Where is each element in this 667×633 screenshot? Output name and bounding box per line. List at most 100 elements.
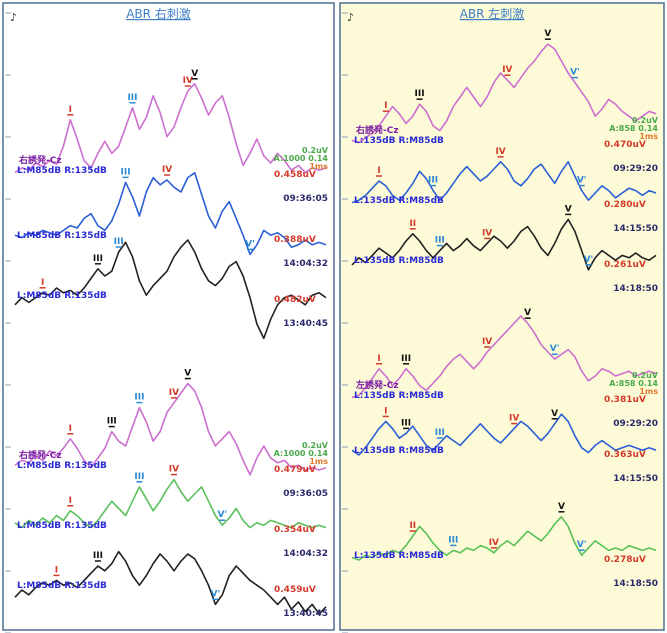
scale-meta: 0.2uV <box>632 116 659 125</box>
peak-label: III <box>121 167 131 177</box>
timestamp-label: 09:36:05 <box>283 194 328 204</box>
peak-label: V <box>558 502 565 512</box>
trace-label: L:135dB R:M85dB <box>354 446 444 456</box>
peak-label: V <box>551 409 558 419</box>
scale-meta: 0.2uV <box>302 146 329 155</box>
peak-label: III <box>127 93 137 103</box>
waveform-trace <box>351 413 657 456</box>
peak-label: V' <box>577 540 587 550</box>
peak-label: V <box>191 69 198 79</box>
amplitude-readout: 0.459uV <box>274 585 316 595</box>
trace-label: L:M85dB R:135dB <box>17 291 107 301</box>
trace-label: L:135dB R:M85dB <box>354 551 444 561</box>
timestamp-label: 09:29:20 <box>613 164 658 174</box>
peak-label: V <box>184 369 191 379</box>
panel-title: ABR 左刺激 <box>460 6 525 21</box>
trace-label: L:135dB R:M85dB <box>354 136 444 146</box>
peak-label: III <box>107 417 117 427</box>
peak-label: II <box>409 521 416 531</box>
timestamp-label: 14:15:50 <box>613 474 658 484</box>
peak-label: III <box>415 89 425 99</box>
scale-meta: 1ms <box>309 162 328 171</box>
amplitude-readout: 0.278uV <box>604 555 646 565</box>
peak-label: V' <box>245 239 255 249</box>
scale-meta: 1ms <box>639 387 658 396</box>
panel-title: ABR 右刺激 <box>126 6 191 21</box>
amplitude-readout: 0.261uV <box>604 260 646 270</box>
peak-label: IV <box>162 165 172 175</box>
waveform-trace <box>14 382 327 476</box>
amplitude-readout: 0.388uV <box>274 235 316 245</box>
amplitude-readout: 0.482uV <box>274 295 316 305</box>
peak-label: III <box>448 535 458 545</box>
peak-label: V' <box>584 255 594 265</box>
peak-label: I <box>55 565 58 575</box>
amplitude-readout: 0.280uV <box>604 200 646 210</box>
peak-label: V <box>544 29 551 39</box>
waveform-trace <box>14 550 327 615</box>
peak-label: IV <box>509 414 519 424</box>
timestamp-label: 14:15:50 <box>613 224 658 234</box>
amplitude-readout: 0.354uV <box>274 525 316 535</box>
scale-meta: 0.2uV <box>632 371 659 380</box>
scale-meta: 1ms <box>639 132 658 141</box>
amplitude-readout: 0.458uV <box>274 170 316 180</box>
peak-label: V' <box>550 344 560 354</box>
scale-meta: 0.2uV <box>302 441 329 450</box>
waveform-trace <box>14 239 327 340</box>
group-head-label: 右誘発-Cz <box>18 154 62 166</box>
scale-meta: 1ms <box>309 457 328 466</box>
peak-label: V' <box>211 589 221 599</box>
trace-label: L:M85dB R:135dB <box>17 461 107 471</box>
timestamp-label: 13:40:45 <box>283 319 328 329</box>
peak-label: III <box>435 428 445 438</box>
timestamp-label: 14:18:50 <box>613 579 658 589</box>
amplitude-readout: 0.479uV <box>274 465 316 475</box>
waveform-trace <box>14 478 327 529</box>
peak-label: V' <box>570 68 580 78</box>
waveform-trace <box>351 516 657 561</box>
group-head-label: 右誘発-Cz <box>18 449 62 461</box>
timestamp-label: 14:04:32 <box>283 549 328 559</box>
trace-label: L:M85dB R:135dB <box>17 581 107 591</box>
trace-label: L:135dB R:M85dB <box>354 391 444 401</box>
trace-label: L:M85dB R:135dB <box>17 166 107 176</box>
timestamp-label: 13:40:45 <box>283 609 328 619</box>
peak-label: III <box>428 176 438 186</box>
peak-label: I <box>69 105 72 115</box>
peak-label: II <box>409 219 416 229</box>
waveform-trace <box>351 315 657 399</box>
peak-label: III <box>401 354 411 364</box>
peak-label: III <box>93 254 103 264</box>
waveform-trace <box>14 83 327 174</box>
peak-label: IV <box>169 465 179 475</box>
waveform-trace <box>351 218 657 271</box>
peak-label: I <box>377 354 380 364</box>
peak-label: III <box>401 418 411 428</box>
amplitude-readout: 0.470uV <box>604 140 646 150</box>
peak-label: III <box>93 551 103 561</box>
trace-label: L:135dB R:M85dB <box>354 256 444 266</box>
peak-label: I <box>69 424 72 434</box>
timestamp-label: 09:29:20 <box>613 419 658 429</box>
trace-label: L:135dB R:M85dB <box>354 196 444 206</box>
peak-label: V <box>565 204 572 214</box>
peak-label: I <box>384 406 387 416</box>
peak-label: I <box>377 166 380 176</box>
amplitude-readout: 0.381uV <box>604 395 646 405</box>
peak-label: IV <box>169 388 179 398</box>
peak-label: IV <box>502 65 512 75</box>
peak-label: III <box>435 236 445 246</box>
timestamp-label: 14:04:32 <box>283 259 328 269</box>
trace-label: L:M85dB R:135dB <box>17 521 107 531</box>
peak-label: I <box>69 496 72 506</box>
corner-mark: ♪ <box>347 11 354 24</box>
timestamp-label: 14:18:50 <box>613 284 658 294</box>
waveform-trace <box>14 172 327 256</box>
peak-label: IV <box>495 147 505 157</box>
amplitude-readout: 0.363uV <box>604 450 646 460</box>
peak-label: IV <box>482 228 492 238</box>
